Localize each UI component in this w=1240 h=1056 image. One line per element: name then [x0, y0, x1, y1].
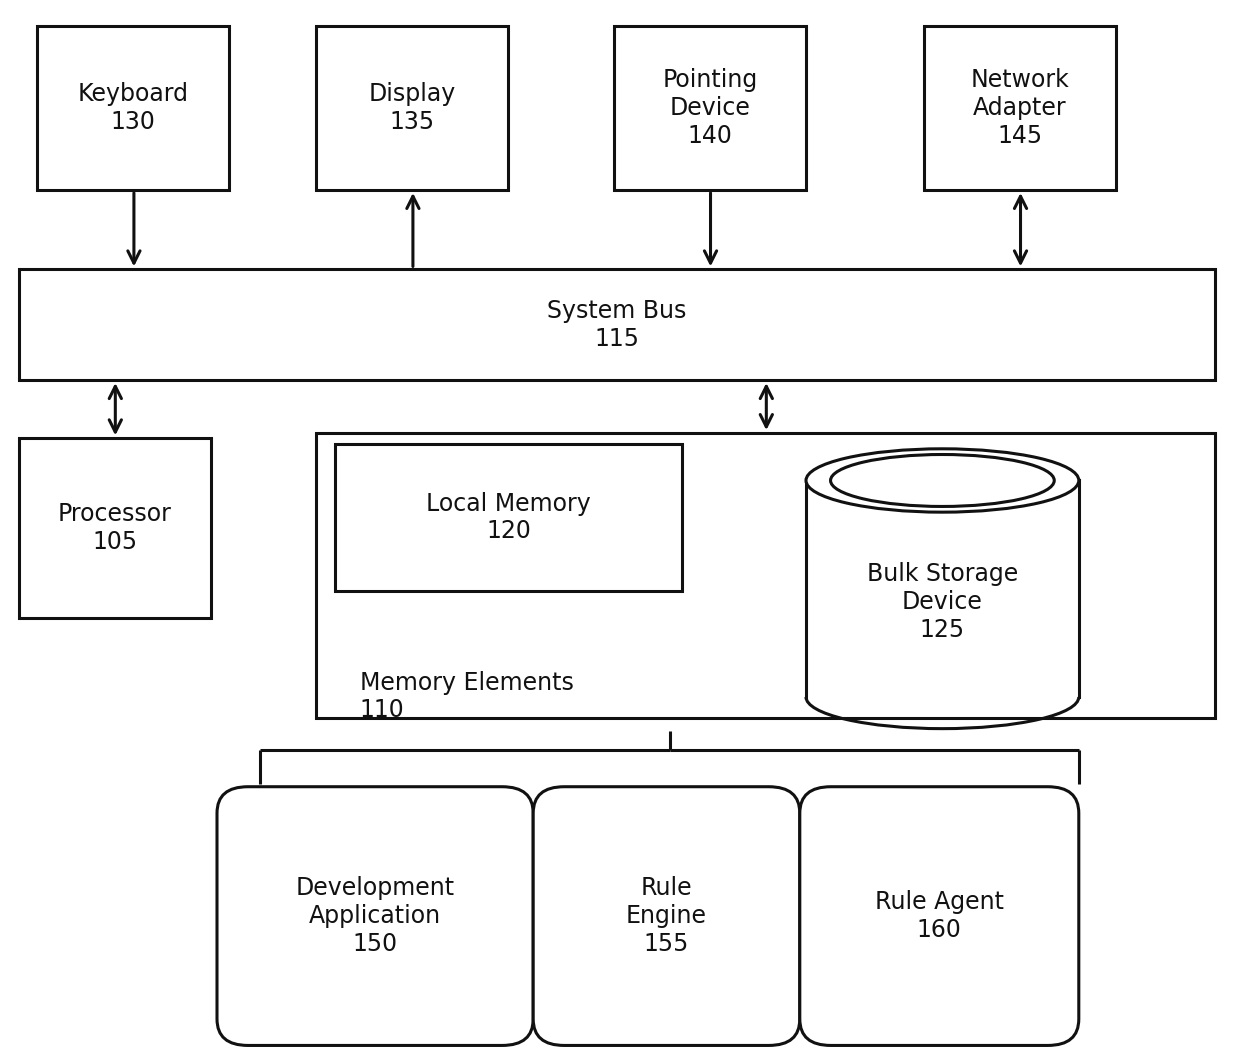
- FancyBboxPatch shape: [217, 787, 533, 1045]
- Ellipse shape: [806, 449, 1079, 512]
- FancyBboxPatch shape: [316, 433, 1215, 718]
- Text: Processor
105: Processor 105: [58, 502, 171, 554]
- Text: Memory Elements
110: Memory Elements 110: [360, 671, 573, 722]
- Text: Rule Agent
160: Rule Agent 160: [874, 890, 1004, 942]
- FancyBboxPatch shape: [806, 480, 1079, 697]
- Text: Display
135: Display 135: [368, 82, 456, 134]
- Text: Bulk Storage
Device
125: Bulk Storage Device 125: [867, 562, 1018, 642]
- FancyBboxPatch shape: [800, 787, 1079, 1045]
- FancyBboxPatch shape: [335, 444, 682, 591]
- FancyBboxPatch shape: [614, 26, 806, 190]
- FancyBboxPatch shape: [316, 26, 508, 190]
- Text: Development
Application
150: Development Application 150: [295, 876, 455, 956]
- FancyBboxPatch shape: [37, 26, 229, 190]
- Text: System Bus
115: System Bus 115: [547, 299, 687, 351]
- FancyBboxPatch shape: [924, 26, 1116, 190]
- Ellipse shape: [831, 454, 1054, 507]
- FancyBboxPatch shape: [533, 787, 800, 1045]
- Text: Keyboard
130: Keyboard 130: [78, 82, 188, 134]
- Text: Local Memory
120: Local Memory 120: [427, 491, 590, 544]
- Text: Network
Adapter
145: Network Adapter 145: [971, 69, 1069, 148]
- Text: Rule
Engine
155: Rule Engine 155: [626, 876, 707, 956]
- Text: Pointing
Device
140: Pointing Device 140: [662, 69, 758, 148]
- FancyBboxPatch shape: [19, 438, 211, 618]
- FancyBboxPatch shape: [19, 269, 1215, 380]
